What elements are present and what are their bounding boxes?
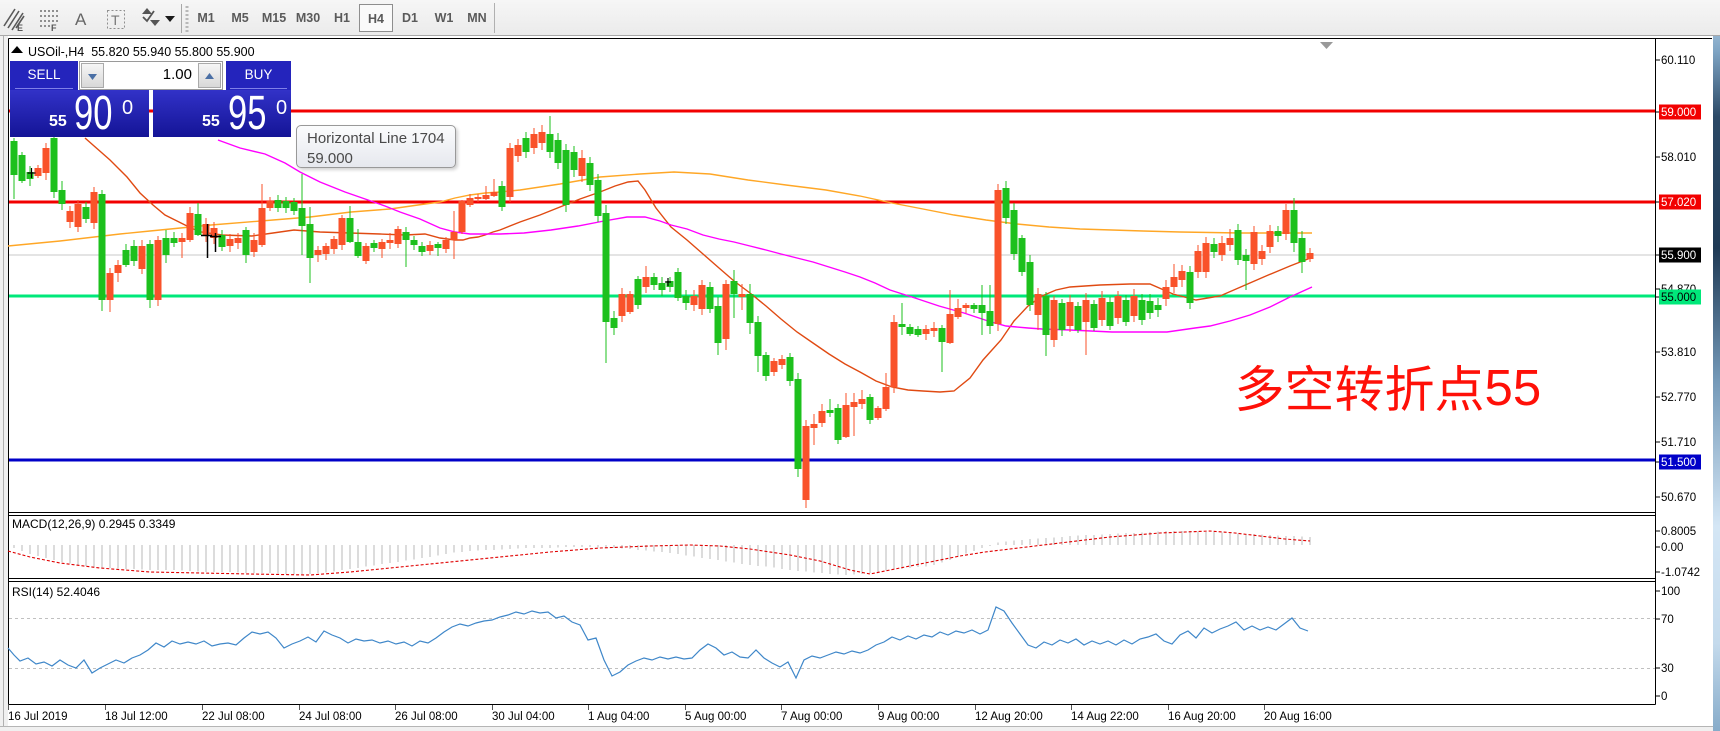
svg-text:18 Jul 12:00: 18 Jul 12:00 — [105, 711, 168, 723]
svg-text:F: F — [51, 23, 57, 33]
svg-text:0: 0 — [1661, 691, 1667, 703]
svg-text:100: 100 — [1661, 586, 1680, 598]
svg-text:22 Jul 08:00: 22 Jul 08:00 — [202, 711, 265, 723]
svg-text:53.810: 53.810 — [1661, 347, 1696, 359]
svg-text:24 Jul 08:00: 24 Jul 08:00 — [299, 711, 362, 723]
svg-text:30: 30 — [1661, 663, 1674, 675]
svg-text:59.000: 59.000 — [1661, 107, 1696, 119]
svg-text:57.020: 57.020 — [1661, 197, 1696, 209]
svg-text:9 Aug 00:00: 9 Aug 00:00 — [878, 711, 939, 723]
svg-text:E: E — [17, 23, 23, 33]
svg-text:-1.0742: -1.0742 — [1661, 567, 1700, 579]
svg-text:55.900: 55.900 — [1661, 250, 1696, 262]
svg-text:14 Aug 22:00: 14 Aug 22:00 — [1071, 711, 1139, 723]
svg-text:A: A — [75, 10, 87, 29]
svg-text:50.670: 50.670 — [1661, 492, 1696, 504]
svg-text:RSI(14) 52.4046: RSI(14) 52.4046 — [12, 585, 100, 599]
svg-text:0.00: 0.00 — [1661, 542, 1683, 554]
svg-text:58.010: 58.010 — [1661, 152, 1696, 164]
svg-text:52.770: 52.770 — [1661, 392, 1696, 404]
svg-text:20 Aug 16:00: 20 Aug 16:00 — [1264, 711, 1332, 723]
svg-text:51.500: 51.500 — [1661, 457, 1696, 469]
svg-text:7 Aug 00:00: 7 Aug 00:00 — [781, 711, 842, 723]
svg-text:MACD(12,26,9) 0.2945 0.3349: MACD(12,26,9) 0.2945 0.3349 — [12, 517, 176, 531]
svg-text:70: 70 — [1661, 614, 1674, 626]
svg-text:26 Jul 08:00: 26 Jul 08:00 — [395, 711, 458, 723]
svg-text:55.000: 55.000 — [1661, 292, 1696, 304]
svg-text:55: 55 — [1485, 359, 1542, 416]
svg-text:30 Jul 04:00: 30 Jul 04:00 — [492, 711, 555, 723]
svg-text:0.8005: 0.8005 — [1661, 526, 1696, 538]
svg-text:51.710: 51.710 — [1661, 437, 1696, 449]
svg-text:T: T — [111, 12, 120, 28]
svg-text:5 Aug 00:00: 5 Aug 00:00 — [685, 711, 746, 723]
svg-text:16 Aug 20:00: 16 Aug 20:00 — [1168, 711, 1236, 723]
svg-text:60.110: 60.110 — [1661, 55, 1695, 67]
svg-text:16 Jul 2019: 16 Jul 2019 — [8, 711, 67, 723]
svg-text:USOil-,H4 55.820 55.940 55.80: USOil-,H4 55.820 55.940 55.800 55.900 — [28, 45, 255, 59]
svg-text:1 Aug 04:00: 1 Aug 04:00 — [588, 711, 649, 723]
svg-text:12 Aug 20:00: 12 Aug 20:00 — [975, 711, 1043, 723]
